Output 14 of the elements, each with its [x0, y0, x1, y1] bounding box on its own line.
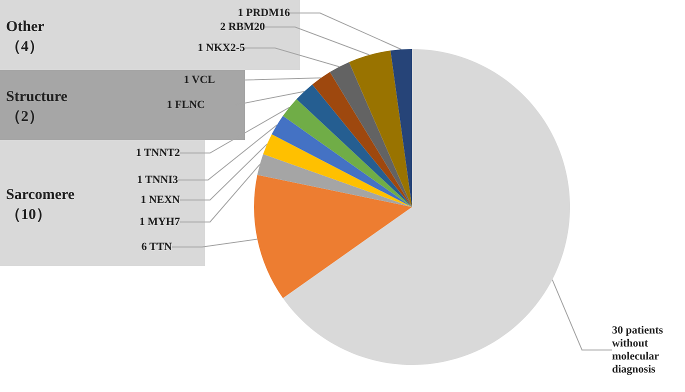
slice-label: 1 TNNT2: [136, 147, 180, 159]
slice-label: 1 PRDM16: [238, 7, 290, 19]
slice-label: 2 RBM20: [220, 21, 266, 33]
slice-label: 1 NEXN: [140, 194, 180, 206]
text: Other （4）: [6, 19, 45, 55]
slice-label: 6 TTN: [141, 241, 172, 253]
text: Sarcomere （10）: [6, 187, 75, 223]
slice-label: 1 NKX2-5: [198, 42, 246, 54]
slice-label: 1 TNNI3: [136, 174, 178, 186]
text: Structure （2）: [6, 89, 68, 125]
slice-label: 1 FLNC: [166, 99, 206, 111]
slice-label: 1 VCL: [184, 74, 215, 86]
slice-label: 1 MYH7: [139, 216, 180, 228]
slice-label: 30 patients without molecular diagnosis: [612, 324, 666, 376]
